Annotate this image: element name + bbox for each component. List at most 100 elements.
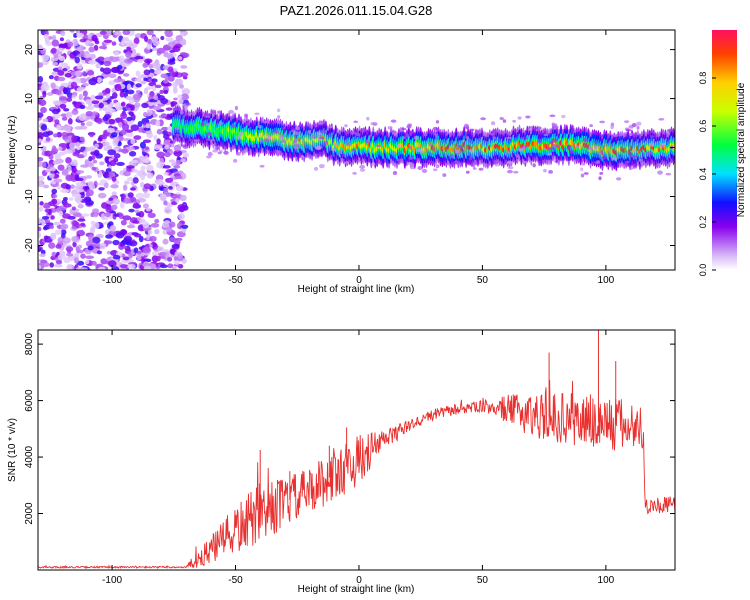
spectrogram-noise-cell [62, 68, 68, 72]
spectrogram-noise-cell [58, 96, 68, 101]
spectrogram-noise-cell [77, 86, 86, 90]
spectrogram-noise-cell [152, 40, 160, 47]
spectrogram-speckle-cell [543, 133, 549, 137]
spectrogram-speckle-cell [435, 164, 440, 169]
spectrogram-noise-cell [139, 141, 146, 149]
spectrogram-speckle-cell [206, 155, 212, 159]
spectrogram-noise-cell [73, 40, 79, 47]
spectrogram-noise-cell [124, 180, 130, 185]
spectrogram-noise-cell [89, 183, 95, 191]
spectrogram-noise-cell [54, 229, 62, 236]
colorbar-tick-label: 0.8 [698, 72, 708, 85]
figure-title: PAZ1.2026.011.15.04.G28 [280, 3, 433, 18]
spectrogram-noise-cell [54, 119, 60, 125]
spectrogram-noise-cell [67, 117, 73, 125]
spectrogram-noise-cell [126, 83, 132, 91]
spectrogram-noise-cell [70, 184, 75, 190]
spectrogram-noise-cell [39, 253, 46, 258]
spectrogram-noise-cell [151, 251, 160, 257]
spectrogram-noise-cell [126, 224, 136, 229]
spectrogram-noise-cell [73, 257, 79, 264]
spectrogram-speckle-cell [228, 109, 235, 114]
spectrogram-speckle-cell [344, 124, 348, 128]
spectrogram-speckle-cell [442, 173, 447, 177]
spectrogram-noise-cell [144, 146, 149, 151]
spectrogram-noise-cell [50, 215, 55, 220]
spectrogram-speckle-cell [491, 121, 496, 126]
spectrogram-speckle-cell [402, 136, 407, 140]
spectrogram-speckle-cell [210, 138, 215, 142]
spectrogram-speckle-cell [517, 116, 522, 120]
spectrogram-noise-cell [143, 183, 152, 190]
spectrogram-speckle-cell [553, 123, 558, 127]
spectrogram-noise-cell [49, 262, 54, 268]
spectrogram-speckle-cell [174, 153, 181, 156]
spectrogram-speckle-cell [581, 162, 586, 166]
spectrogram-noise-cell [120, 219, 127, 226]
spectrogram-noise-cell [80, 164, 90, 168]
spectrogram-speckle-cell [313, 166, 319, 171]
snr-x-tick-label: 50 [477, 575, 489, 586]
spectrogram-noise-cell [91, 208, 100, 214]
spectrogram-speckle-cell [513, 170, 519, 174]
spectrogram-speckle-cell [636, 121, 642, 126]
spectrogram-noise-cell [169, 237, 177, 242]
spectrogram-noise-cell [99, 242, 107, 250]
spectrogram-speckle-cell [238, 131, 245, 136]
spectrogram-noise-cell [180, 224, 189, 229]
spectrogram-noise-cell [41, 216, 50, 220]
spectrogram-speckle-cell [580, 167, 584, 172]
spectrogram-noise-cell [82, 90, 88, 97]
spectrogram-speckle-cell [598, 176, 602, 181]
spectrogram-noise-cell [79, 38, 88, 43]
spectrogram-noise-cell [111, 191, 117, 197]
spectrogram-noise-cell [108, 171, 113, 179]
spectrogram-noise-cell [95, 63, 101, 69]
spectrogram-noise-cell [108, 197, 113, 201]
spectrogram-noise-cell [112, 239, 120, 246]
spectrogram-noise-cell [86, 161, 94, 167]
spectrogram-noise-cell [135, 90, 141, 94]
spectrogram-noise-cell [107, 107, 114, 113]
spectrogram-noise-cell [96, 77, 103, 84]
spectrogram-noise-cell [114, 102, 122, 110]
spectrogram-speckle-cell [505, 150, 512, 154]
spectrogram-noise-cell [94, 95, 104, 100]
spectrogram-noise-cell [103, 60, 112, 67]
spectrogram-noise-cell [142, 139, 152, 143]
spectrogram-noise-cell [132, 178, 139, 183]
spectrogram-speckle-cell [631, 123, 637, 128]
spectrogram-noise-cell [143, 87, 149, 95]
spectrogram-speckle-cell [214, 146, 220, 151]
spectrogram-speckle-cell [331, 148, 337, 152]
spectrogram-noise-cell [129, 197, 137, 203]
snr-x-ticks: -100 -50 0 50 100 [102, 330, 615, 586]
spectrogram-speckle-cell [551, 144, 558, 147]
spectrogram-speckle-cell [522, 160, 528, 164]
spectrogram-speckle-cell [380, 132, 385, 135]
spectrogram-noise-cell [67, 165, 72, 172]
spectrogram-noise-cell [88, 234, 94, 242]
spectrogram-noise-cell [108, 118, 116, 125]
spectrogram-speckle-cell [216, 110, 222, 114]
colorbar-label: Normalized spectral amplitude [736, 82, 747, 217]
spectrogram-speckle-cell [181, 144, 188, 147]
spectrogram-noise-cell [91, 77, 98, 82]
spectrogram-noise-cell [106, 127, 115, 133]
spectrogram-noise-cell [109, 160, 117, 167]
spectrogram-speckle-cell [537, 140, 543, 144]
spectrogram-speckle-cell [454, 149, 460, 154]
spectrogram-noise-cell [41, 219, 46, 227]
spectrogram-speckle-cell [432, 126, 439, 131]
spectrogram-noise-cell [181, 88, 191, 95]
spectrogram-speckle-cell [628, 132, 633, 137]
spectrogram-noise-cell [177, 94, 183, 100]
spectrogram-y-label: Frequency (Hz) [7, 116, 18, 185]
spectrogram-speckle-cell [554, 160, 558, 163]
spectrogram-noise-cell [66, 132, 75, 137]
spectrogram-noise-cell [98, 187, 105, 191]
spectrogram-noise-cell [108, 80, 116, 86]
spectrogram-noise-cell [167, 61, 176, 65]
spectrogram-noise-cell [69, 161, 79, 167]
